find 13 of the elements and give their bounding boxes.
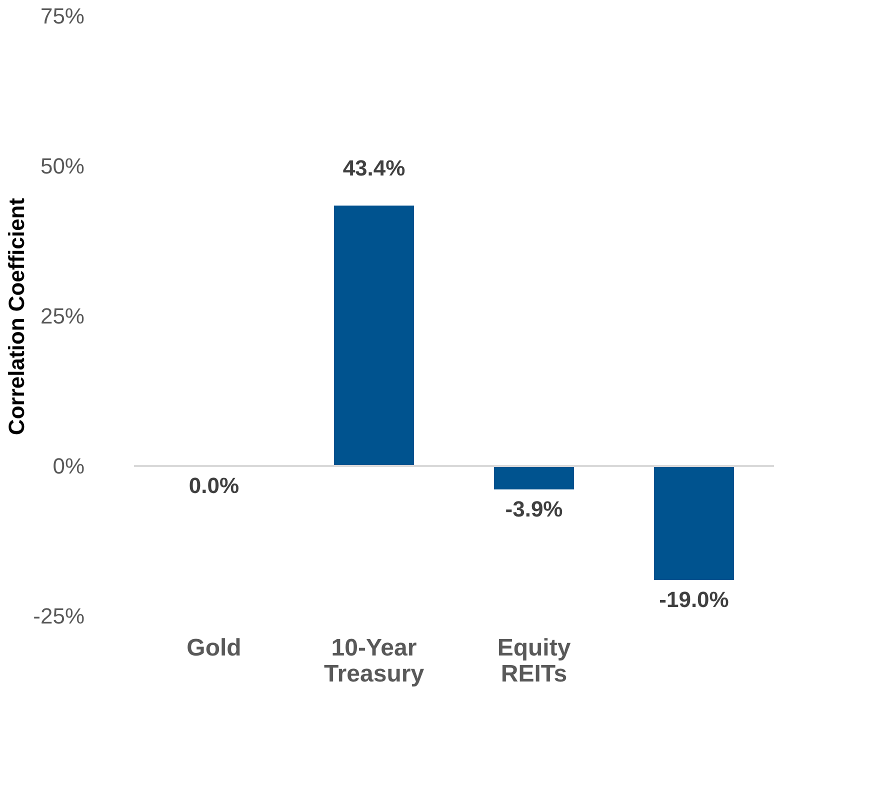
data-label: -3.9% (505, 496, 563, 522)
x-tick-label: Equity REITs (497, 634, 572, 688)
y-tick-label: 0% (52, 454, 84, 478)
data-label: 43.4% (342, 156, 406, 181)
x-tick-label: Gold (186, 634, 242, 662)
data-label: 0.0% (188, 473, 240, 498)
y-tick-label: -25% (33, 604, 84, 628)
y-axis-title: Correlation Coefficient (4, 197, 30, 436)
y-tick-label: 75% (40, 4, 84, 28)
x-tick-label: 10-Year Treasury (324, 634, 425, 688)
data-label: -19.0% (659, 587, 729, 612)
y-tick-label: 50% (40, 154, 84, 178)
y-tick-label: 25% (40, 304, 84, 328)
